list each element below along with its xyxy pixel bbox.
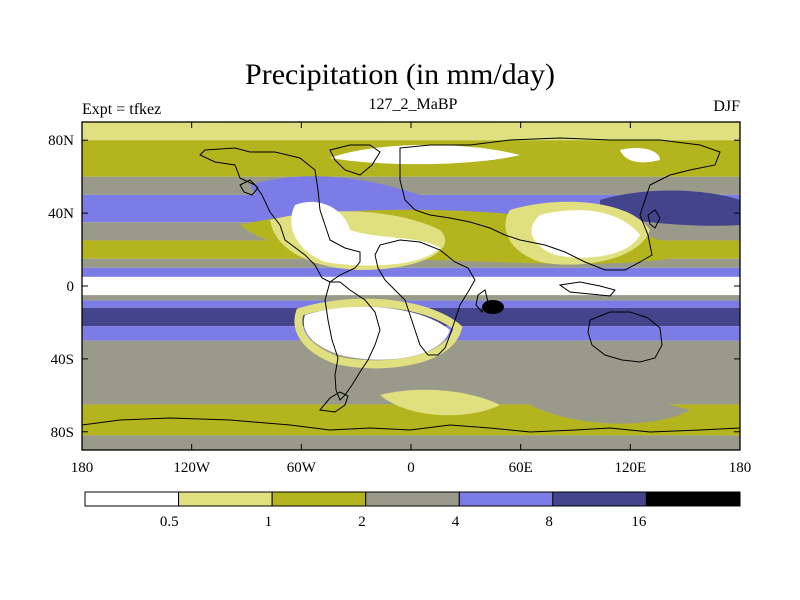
x-tick-label: 180: [71, 460, 94, 476]
y-tick-label: 80N: [48, 133, 74, 149]
south-atlantic-dry-zone: [303, 306, 450, 360]
x-tick-label: 120E: [614, 460, 646, 476]
arctic-dry-patch-2: [620, 148, 660, 163]
colorbar-label: 4: [452, 514, 460, 530]
africa-coast: [374, 239, 476, 356]
colorbar-label: 2: [358, 514, 366, 530]
y-tick-label: 40S: [51, 352, 74, 368]
colorbar-swatch-4: [458, 491, 554, 507]
north-america-coast: [199, 147, 361, 283]
x-axis-ticks: 180 120W 60W 0 60E 120E 180: [71, 122, 752, 476]
australia-coast: [587, 311, 663, 363]
colorbar-swatch-1: [178, 491, 273, 507]
zonal-band-15: [82, 435, 740, 450]
japan-coast: [647, 209, 661, 229]
colorbar-swatch-5: [552, 491, 647, 507]
madagascar-coast: [475, 289, 489, 313]
x-tick-label: 60W: [287, 460, 317, 476]
greenland-coast: [329, 144, 381, 176]
arctic-islands-coast: [239, 179, 259, 196]
antarctic-peninsula-coast: [319, 391, 349, 413]
zonal-band-7: [82, 267, 740, 277]
season-label: DJF: [713, 98, 740, 115]
y-tick-label: 0: [67, 279, 75, 295]
southern-yellow-patch: [380, 389, 500, 416]
southern-grey-patch: [530, 398, 690, 424]
colorbar-label: 8: [545, 514, 553, 530]
colorbar: 0.5 1 2 4 8 16: [84, 491, 741, 530]
north-atlantic-wet-patch: [250, 176, 420, 212]
y-tick-label: 80S: [51, 425, 74, 441]
colorbar-swatch-3: [365, 491, 460, 507]
indonesia-coast: [558, 281, 616, 297]
colorbar-swatch-6: [645, 491, 741, 507]
colorbar-label: 1: [265, 514, 273, 530]
y-axis-ticks: 80N 40N 0 40S 80S: [48, 133, 740, 441]
y-tick-label: 40N: [48, 206, 74, 222]
asia-dry-zone: [531, 210, 640, 258]
eurasia-coast: [399, 137, 721, 271]
colorbar-label: 0.5: [160, 514, 179, 530]
colorbar-swatch-2: [271, 491, 367, 507]
south-america-coast: [324, 281, 381, 401]
experiment-label: Expt = tfkez: [82, 101, 162, 118]
zonal-band-9: [82, 295, 740, 301]
south-atlantic-yellow-ring: [294, 298, 463, 369]
x-tick-label: 60E: [509, 460, 533, 476]
zonal-band-8: [82, 276, 740, 296]
x-tick-label: 0: [407, 460, 415, 476]
chart-title: Precipitation (in mm/day): [245, 58, 555, 91]
x-tick-label: 120W: [173, 460, 211, 476]
zonal-band-0: [82, 122, 740, 141]
colorbar-label: 16: [631, 514, 647, 530]
sahara-dry-zone: [291, 201, 440, 266]
period-label: 127_2_MaBP: [368, 96, 458, 113]
colorbar-swatch-0: [84, 491, 180, 507]
coastlines: [82, 137, 740, 433]
antarctica-coast: [82, 417, 740, 433]
x-tick-label: 180: [729, 460, 752, 476]
regional-patches: [240, 144, 740, 424]
